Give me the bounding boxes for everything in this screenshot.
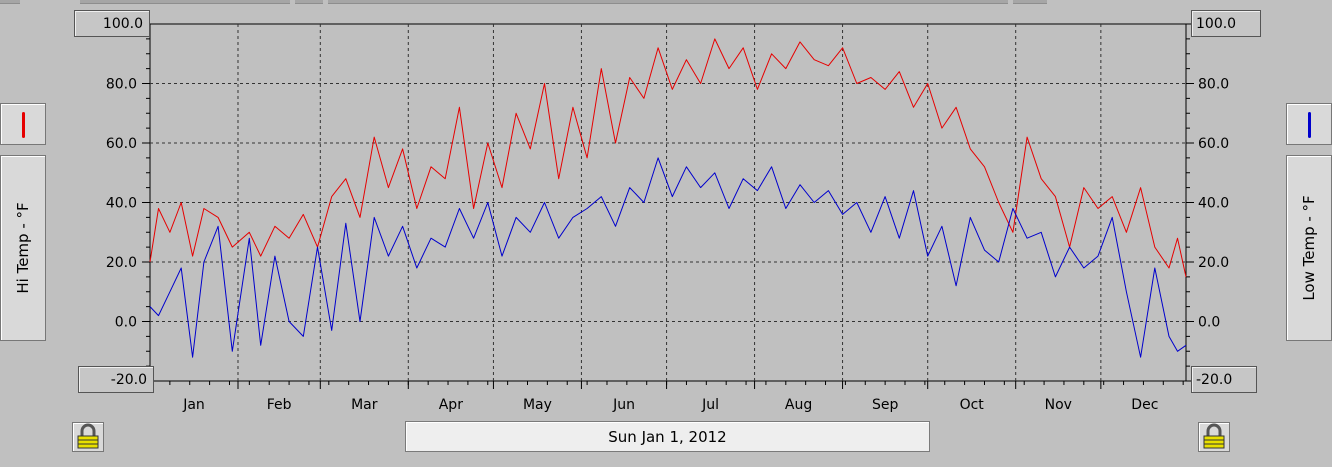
left-y-tick-label: 0.0 — [115, 315, 137, 331]
x-tick-label: Feb — [267, 397, 292, 413]
hi-temp-label: Hi Temp - °F — [14, 202, 32, 294]
right-y-tick-label: 80.0 — [1198, 77, 1229, 93]
date-label: Sun Jan 1, 2012 — [608, 427, 727, 446]
blue-line-swatch-icon — [1308, 112, 1311, 138]
x-tick-label: Jul — [701, 397, 719, 413]
right-axis-ticks: 80.0 60.0 40.0 20.0 0.0 — [1186, 23, 1229, 382]
left-axis-ticks: 80.0 60.0 40.0 20.0 0.0 — [106, 23, 150, 382]
gridlines — [150, 24, 1186, 381]
left-lock-button[interactable] — [72, 422, 104, 452]
padlock-icon — [77, 423, 99, 449]
x-tick-label: Dec — [1131, 397, 1158, 413]
x-tick-label: Mar — [351, 397, 378, 413]
left-y-tick-label: 40.0 — [106, 196, 137, 212]
left-y-tick-100: 100.0 — [74, 10, 150, 37]
x-tick-label: Aug — [785, 397, 812, 413]
x-tick-label: Jun — [612, 397, 635, 413]
right-y-tick-label: 40.0 — [1198, 196, 1229, 212]
left-y-tick-label: 20.0 — [106, 255, 137, 271]
top-toolbar-strip — [328, 0, 1008, 4]
low-temp-series-line — [149, 157, 1187, 358]
padlock-icon — [1203, 423, 1225, 449]
left-y-tick-label: 80.0 — [106, 77, 137, 93]
x-tick-label: Jan — [182, 397, 205, 413]
hi-temp-series-line — [149, 38, 1187, 278]
right-y-tick-label: 60.0 — [1198, 136, 1229, 152]
x-tick-label: Nov — [1045, 397, 1072, 413]
right-lock-button[interactable] — [1198, 422, 1230, 452]
series-lines — [149, 38, 1187, 358]
x-tick-label: May — [523, 397, 552, 413]
x-tick-label: Oct — [960, 397, 985, 413]
low-temp-label: Low Temp - °F — [1300, 195, 1318, 301]
top-toolbar-strip — [1013, 0, 1047, 4]
low-temp-color-swatch-button[interactable] — [1286, 103, 1332, 145]
top-toolbar-strip — [295, 0, 323, 4]
right-y-tick-label: 20.0 — [1198, 255, 1229, 271]
right-y-tick-minus20: -20.0 — [1191, 366, 1257, 393]
left-y-tick-minus20: -20.0 — [78, 366, 154, 393]
right-y-tick-100: 100.0 — [1191, 10, 1261, 37]
left-y-tick-label: 60.0 — [106, 136, 137, 152]
date-selector-button[interactable]: Sun Jan 1, 2012 — [405, 421, 930, 452]
right-y-tick-label: 0.0 — [1198, 315, 1220, 331]
x-axis-labels: Jan Feb Mar Apr May Jun Jul Aug Sep Oct Nov Dec — [169, 381, 1184, 413]
x-tick-label: Apr — [439, 397, 463, 413]
low-temp-series-label-button[interactable]: Low Temp - °F — [1286, 155, 1332, 341]
red-line-swatch-icon — [22, 112, 25, 138]
x-tick-label: Sep — [872, 397, 899, 413]
hi-temp-series-label-button[interactable]: Hi Temp - °F — [0, 155, 46, 341]
top-toolbar-strip — [80, 0, 290, 4]
hi-temp-color-swatch-button[interactable] — [0, 103, 46, 145]
top-toolbar-strip — [0, 0, 20, 4]
